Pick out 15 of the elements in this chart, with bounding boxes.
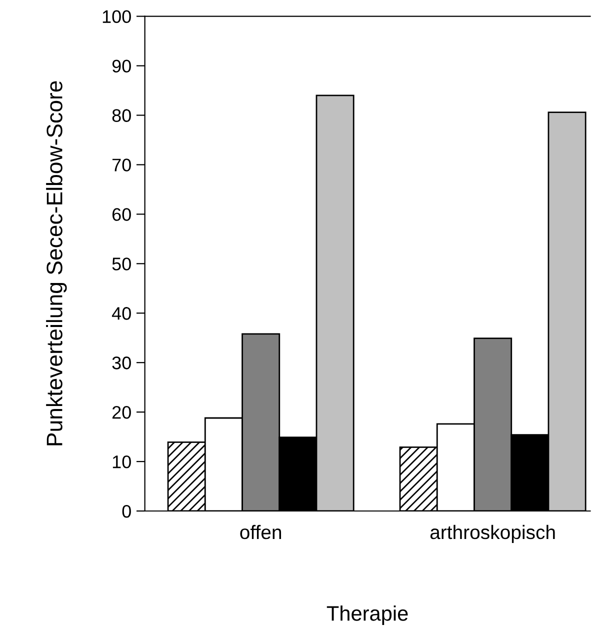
y-tick-label: 90 <box>112 60 131 72</box>
y-tick-label: 60 <box>112 208 131 221</box>
y-tick-label: 20 <box>112 406 131 419</box>
x-tick-label: arthroskopisch <box>430 524 555 544</box>
y-tick-label: 40 <box>112 307 131 320</box>
y-tick-label: 100 <box>102 10 131 24</box>
y-tick-label: 50 <box>112 258 131 270</box>
y-tick-label: 80 <box>112 109 131 122</box>
y-tick-label: 30 <box>112 356 131 370</box>
x-tick-label: offen <box>240 524 282 540</box>
y-axis-title: Punkteverteilung Secec-Elbow-Score <box>46 81 67 446</box>
x-axis-title: Therapie <box>326 606 408 625</box>
y-tick-label: 70 <box>112 158 131 172</box>
y-tick-label: 10 <box>112 455 131 468</box>
y-tick-label: 0 <box>122 504 131 518</box>
